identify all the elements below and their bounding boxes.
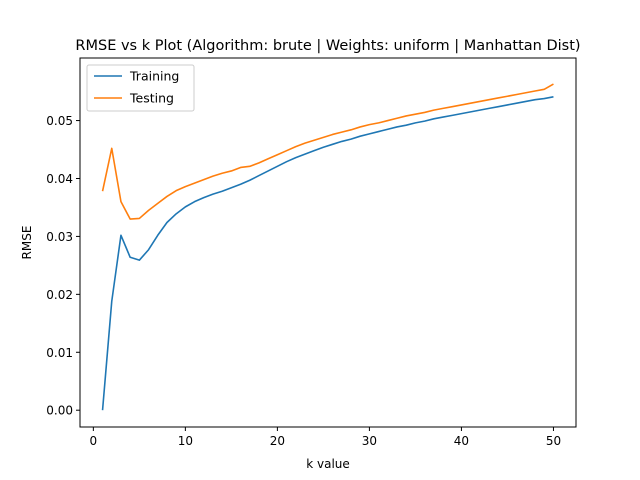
x-axis-label: k value (306, 457, 350, 471)
x-tick-label: 30 (362, 434, 377, 448)
y-tick-label: 0.05 (46, 114, 73, 128)
y-tick-label: 0.00 (46, 404, 73, 418)
y-tick-label: 0.03 (46, 230, 73, 244)
chart-title: RMSE vs k Plot (Algorithm: brute | Weigh… (75, 38, 580, 54)
series-line-training (101, 96, 554, 411)
series-line-testing (101, 83, 554, 220)
legend-label-training: Training (129, 69, 179, 84)
legend: Training Testing (86, 64, 195, 112)
x-tick-label: 10 (178, 434, 193, 448)
y-axis-label: RMSE (20, 226, 34, 260)
plot-area: 0 10 20 30 40 50 0.00 0.01 0.02 0.03 0.04 0.05 (46, 83, 561, 448)
x-tick-label: 20 (270, 434, 285, 448)
x-tick-label: 0 (90, 434, 98, 448)
x-tick-label: 50 (546, 434, 561, 448)
y-tick-label: 0.04 (46, 172, 73, 186)
axes-frame (79, 57, 577, 428)
y-tick-label: 0.01 (46, 346, 73, 360)
legend-label-testing: Testing (129, 91, 174, 106)
x-tick-label: 40 (454, 434, 469, 448)
y-tick-label: 0.02 (46, 288, 73, 302)
